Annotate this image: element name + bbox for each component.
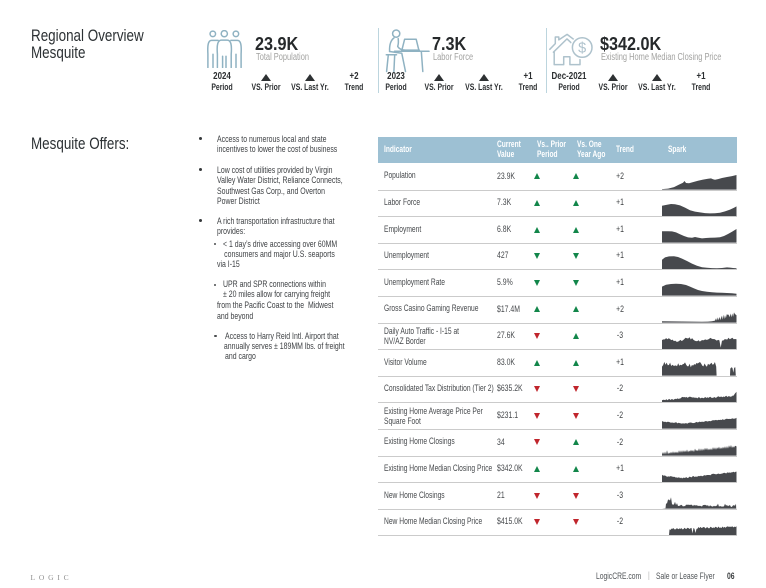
svg-text:$: $ bbox=[578, 41, 586, 57]
